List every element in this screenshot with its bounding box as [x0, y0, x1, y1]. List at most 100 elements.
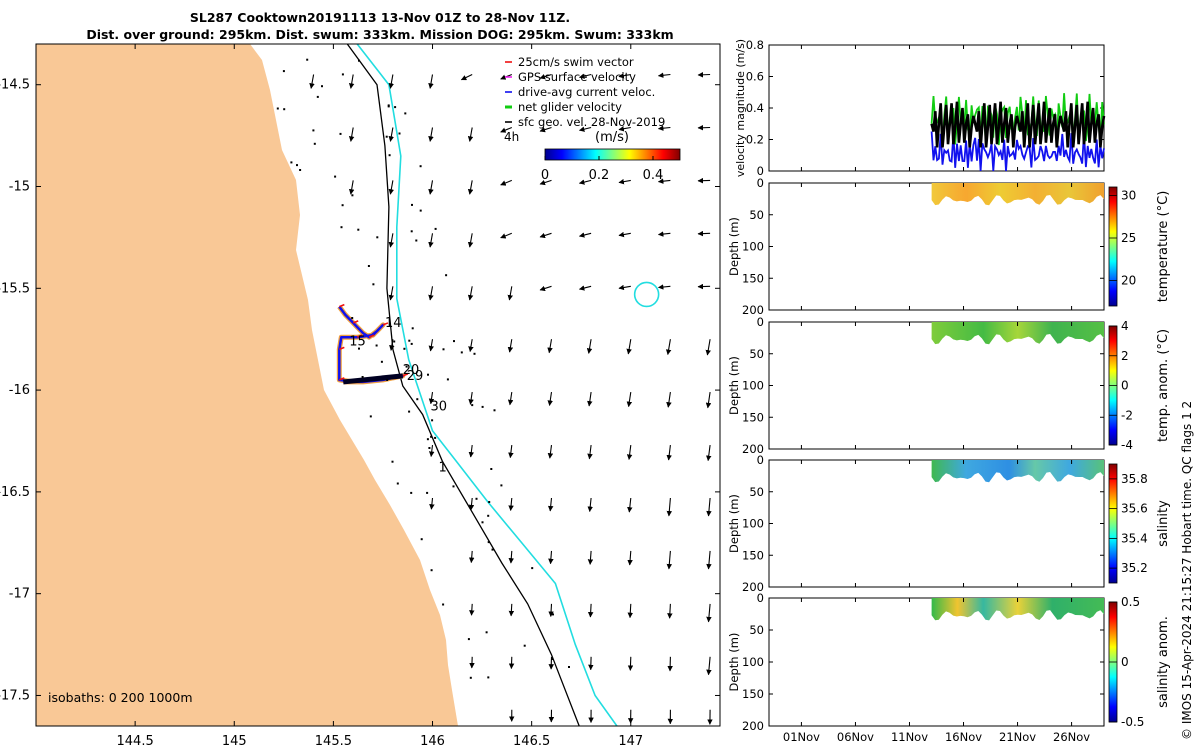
- velocity-arrow: [697, 230, 711, 237]
- reef-dot: [334, 175, 337, 178]
- colorbar-tick-label: 35.4: [1121, 531, 1148, 545]
- reef-dot: [430, 569, 433, 572]
- y-tick-label: -17: [9, 587, 30, 602]
- velocity-arrow: [666, 445, 672, 461]
- velocity-arrow: [539, 179, 552, 186]
- velocity-arrow: [618, 178, 631, 185]
- reef-dot: [428, 447, 431, 449]
- velocity-arrow: [548, 603, 554, 617]
- velocity-arrow: [706, 445, 712, 462]
- reef-dot: [568, 666, 570, 668]
- reef-dot: [419, 165, 422, 168]
- reef-dot: [388, 154, 391, 157]
- reef-dot: [394, 106, 397, 109]
- velocity-arrow: [657, 125, 671, 131]
- velocity-arrow: [388, 286, 394, 301]
- reef-dot: [523, 644, 526, 647]
- velocity-arrow: [548, 550, 554, 565]
- reef-dot: [404, 112, 407, 115]
- y-tick-label: 200: [742, 719, 764, 733]
- reef-dot: [473, 352, 476, 355]
- reef-dot: [375, 344, 378, 347]
- colorbar-label: (m/s): [595, 130, 629, 145]
- velocity-arrow: [706, 550, 712, 570]
- reef-dot: [442, 348, 445, 351]
- colorbar-tick-label: 35.2: [1121, 561, 1148, 575]
- reef-dot: [485, 631, 488, 634]
- velocity-arrow: [547, 392, 553, 406]
- velocity-arrow: [508, 497, 514, 511]
- axis-label: Depth (m): [727, 633, 741, 692]
- reef-dot: [419, 209, 422, 212]
- colorbar-tick-label: 2: [1121, 349, 1129, 363]
- axis-label: velocity magnitude (m/s): [734, 39, 747, 177]
- reef-dot: [339, 132, 342, 135]
- y-tick-label: 50: [749, 485, 764, 499]
- velocity-arrow: [539, 73, 552, 80]
- reef-dot: [386, 379, 389, 381]
- reef-dot: [405, 365, 408, 368]
- reef-dot: [341, 73, 344, 76]
- y-tick-label: 100: [742, 240, 764, 254]
- colorbar-tick-label: 0.4: [643, 168, 664, 183]
- section-colorbar: [1108, 186, 1118, 307]
- reef-dot: [369, 415, 372, 418]
- reef-dot: [357, 228, 360, 231]
- velocity-arrow: [539, 126, 552, 133]
- velocity-arrow: [627, 656, 634, 671]
- velocity-arrow: [587, 445, 593, 460]
- velocity-arrow: [348, 127, 355, 142]
- velocity-arrow: [586, 339, 593, 354]
- velocity-arrow: [578, 232, 592, 238]
- reef-dot: [387, 104, 390, 107]
- reef-dot: [487, 676, 490, 679]
- reef-dot: [341, 204, 344, 207]
- legend-label: drive-avg current veloc.: [518, 85, 655, 99]
- surface-velocity-arrows: [309, 72, 713, 725]
- velocity-arrow: [469, 603, 475, 616]
- y-tick-label: 0.6: [746, 70, 764, 84]
- colorbar-tick-label: 30: [1121, 189, 1136, 203]
- velocity-arrow: [460, 74, 473, 81]
- velocity-arrow: [578, 73, 592, 79]
- reef-dot: [471, 404, 474, 407]
- y-tick-label: 0: [757, 176, 764, 190]
- axis-label: Depth (m): [727, 494, 741, 553]
- y-tick-label: 150: [742, 410, 764, 424]
- y-tick-label: -16: [9, 383, 30, 398]
- x-tick-label: 144.5: [117, 734, 154, 749]
- x-tick-label: 21Nov: [999, 730, 1036, 744]
- x-tick-label: 01Nov: [783, 730, 820, 744]
- x-tick-label: 146: [420, 734, 445, 749]
- reef-dot: [410, 230, 413, 233]
- reef-dot: [408, 410, 411, 413]
- colorbar-tick-label: 20: [1121, 274, 1136, 288]
- velocity-arrow: [705, 339, 711, 356]
- x-tick-label: 146.5: [513, 734, 550, 749]
- reef-dot: [316, 95, 319, 98]
- reef-dot: [415, 239, 418, 242]
- reef-dot: [358, 59, 360, 62]
- velocity-arrow: [468, 550, 475, 564]
- reef-dot: [340, 226, 343, 229]
- day-label: 29: [407, 369, 424, 384]
- reef-dot: [396, 482, 399, 485]
- velocity-arrow: [657, 284, 671, 290]
- isobath-200m: [346, 44, 580, 726]
- reef-dot: [398, 132, 401, 135]
- reef-dot: [481, 521, 484, 524]
- reef-dot: [551, 658, 554, 660]
- y-tick-label: 200: [742, 442, 764, 456]
- velocity-arrow: [500, 232, 513, 239]
- y-tick-label: 50: [749, 623, 764, 637]
- section-data: [931, 322, 1104, 345]
- reef-dot: [358, 347, 360, 350]
- velocity-arrow: [388, 74, 394, 89]
- colorbar-tick-label: -0.5: [1121, 715, 1144, 729]
- y-tick-label: 0: [757, 591, 764, 605]
- colorbar-tick-label: 35.6: [1121, 502, 1148, 516]
- y-tick-label: 0: [757, 315, 764, 329]
- axis-label: Depth (m): [727, 217, 741, 276]
